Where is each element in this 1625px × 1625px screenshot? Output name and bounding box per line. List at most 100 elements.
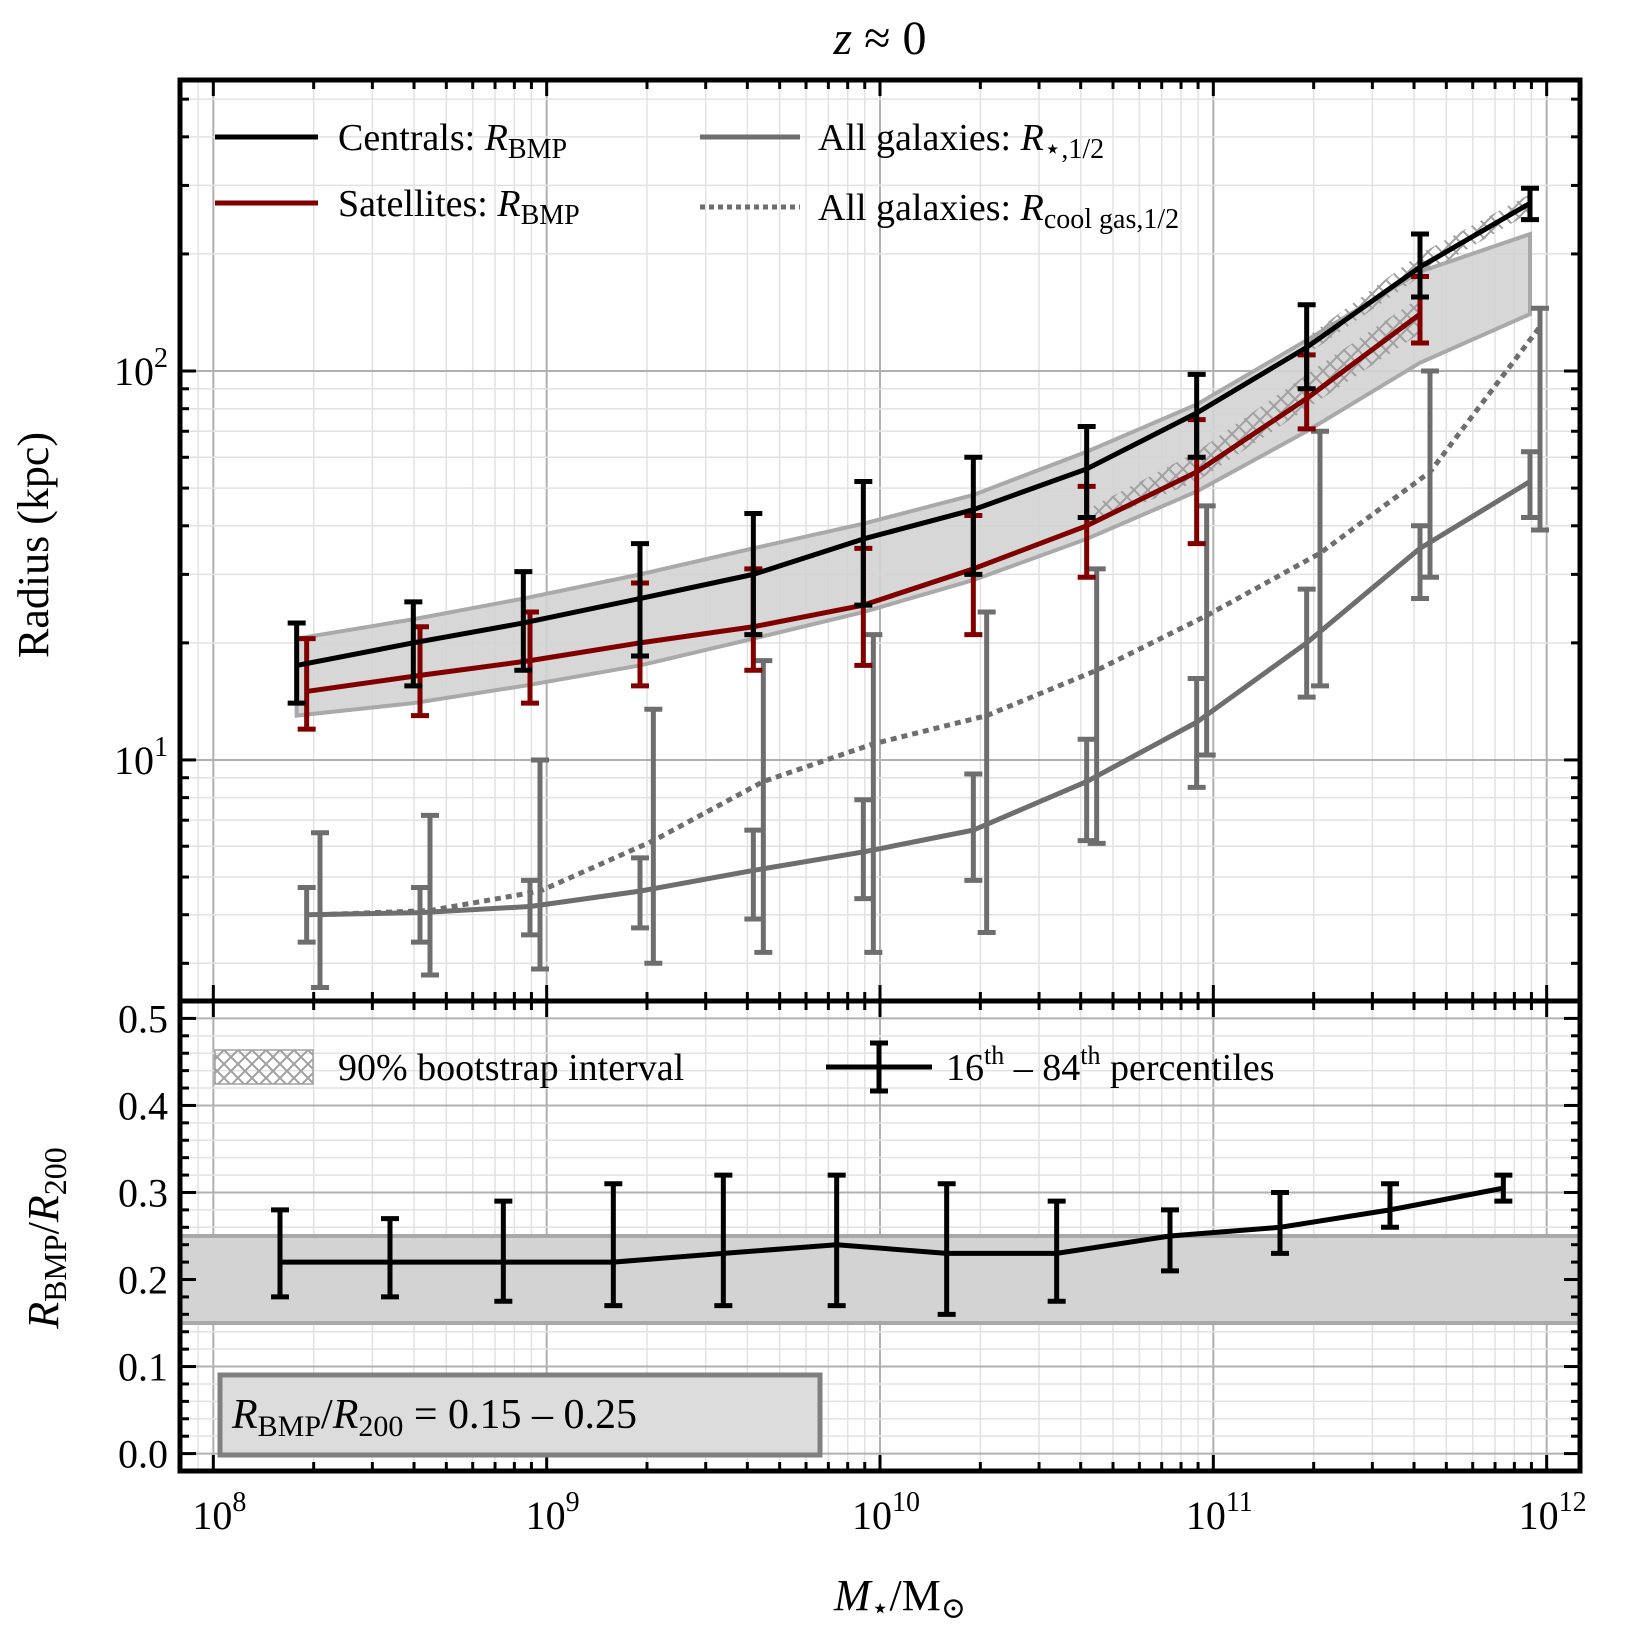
stellar-halfmass-point: [1418, 546, 1422, 550]
top-grid: [180, 80, 1580, 1001]
annotation-rest: = 0.15 – 0.25: [403, 1392, 637, 1438]
xtick-base: 10: [1186, 1493, 1226, 1538]
legend-satellites-label: Satellites: RBMP: [338, 183, 580, 231]
centrals-point: [971, 508, 975, 512]
centrals-point: [1418, 265, 1422, 269]
ytick-base: 10: [114, 349, 154, 394]
legend-percentiles-s2: th: [1080, 1041, 1100, 1070]
chart-title: z ≈ 0: [832, 12, 926, 65]
stellar-halfmass-point: [1528, 479, 1532, 483]
satellites-point: [1418, 312, 1422, 316]
xlabel-sub: ⋆: [871, 1592, 890, 1625]
ratio-point: [721, 1251, 725, 1255]
xlabel-slash: /M: [889, 1571, 940, 1620]
ratio-point: [1388, 1208, 1392, 1212]
bottom-ytick-label: 0.3: [118, 1170, 168, 1215]
xtick-exp: 9: [566, 1487, 580, 1518]
xtick-exp: 8: [232, 1487, 246, 1518]
legend-centrals-var: R: [484, 117, 508, 159]
xlabel-var: M: [833, 1571, 873, 1620]
satellites-point: [418, 673, 422, 677]
ratio-annotation-text: RBMP/R200 = 0.15 – 0.25: [231, 1392, 637, 1443]
stellar-halfmass-point: [305, 913, 309, 917]
ratio-annotation-box: [217, 1372, 823, 1458]
coolgas-halfmass-point: [1318, 551, 1322, 555]
xtick-label: 1011: [1186, 1487, 1253, 1538]
bottom-ytick-label: 0.4: [118, 1083, 168, 1128]
centrals-point: [1528, 201, 1532, 205]
legend-satellites-text: Satellites:: [338, 183, 497, 225]
ratio-annotation: RBMP/R200 = 0.15 – 0.25: [217, 1372, 823, 1458]
top-ytick-label: 102: [114, 343, 168, 394]
ylabel-sub1: BMP: [37, 1234, 73, 1302]
ytick-exp: 2: [154, 343, 168, 374]
stellar-halfmass-point: [971, 828, 975, 832]
ylabel-sub2: 200: [37, 1147, 73, 1195]
centrals-point: [521, 621, 525, 625]
bottom-ylabel: RBMP/R200: [19, 1147, 73, 1330]
title-rel: ≈ 0: [852, 12, 926, 65]
annotation-var1: R: [231, 1392, 258, 1438]
annotation-sub2: 200: [358, 1410, 403, 1443]
legend-coolgas-label: All galaxies: Rcool gas,1/2: [818, 187, 1179, 235]
xtick-label: 108: [192, 1487, 246, 1538]
bottom-frame: [177, 998, 1583, 1474]
xtick-label: 1010: [852, 1487, 920, 1538]
stellar-halfmass-line: [306, 479, 1532, 918]
xtick-exp: 10: [892, 1487, 920, 1518]
top-ytick-label: 101: [114, 732, 168, 783]
ratio-line: [280, 1185, 1504, 1265]
legend-percentiles-n1: 16: [946, 1047, 984, 1089]
centrals-point: [1195, 411, 1199, 415]
legend-centrals-sub: BMP: [508, 134, 567, 165]
centrals-point: [1085, 467, 1089, 471]
ratio-point: [388, 1260, 392, 1264]
ratio-point: [1501, 1186, 1505, 1190]
legend-stellar-label: All galaxies: R⋆,1/2: [818, 117, 1104, 165]
centrals-point: [638, 597, 642, 601]
satellites-point: [528, 659, 532, 663]
coolgas-halfmass-point: [1095, 668, 1099, 672]
xlabel: M⋆/M⊙: [833, 1571, 966, 1625]
xtick-exp: 11: [1226, 1487, 1253, 1518]
coolgas-halfmass-point: [761, 780, 765, 784]
legend-percentiles-s1: th: [984, 1041, 1004, 1070]
ylabel-var2: R: [19, 1195, 68, 1223]
coolgas-halfmass-point: [871, 742, 875, 746]
coolgas-halfmass-point: [538, 889, 542, 893]
top-legend: Centrals: RBMP Satellites: RBMP All gala…: [215, 117, 1179, 235]
ratio-point: [278, 1260, 282, 1264]
legend-coolgas-sub: cool gas,1/2: [1044, 204, 1179, 235]
satellites-bootstrap-hatch: [1086, 296, 1420, 526]
ratio-point: [945, 1251, 949, 1255]
satellites-point: [1195, 470, 1199, 474]
bottom-ytick-label: 0.2: [118, 1258, 168, 1303]
legend-bootstrap-label: 90% bootstrap interval: [338, 1047, 684, 1089]
satellites-point: [1085, 524, 1089, 528]
bottom-ytick-label: 0.5: [118, 996, 168, 1041]
legend-bootstrap-swatch: [214, 1049, 314, 1085]
coolgas-halfmass-point: [1538, 325, 1542, 329]
coolgas-halfmass-line: [319, 325, 1542, 918]
ratio-point: [1278, 1225, 1282, 1229]
ratio-point: [835, 1243, 839, 1247]
stellar-halfmass-point: [751, 868, 755, 872]
top-ylabel: Radius (kpc): [9, 432, 58, 658]
ratio-point: [501, 1260, 505, 1264]
legend-centrals-text: Centrals:: [338, 117, 485, 159]
bottom-legend: 90% bootstrap interval 16th – 84th perce…: [214, 1040, 1275, 1094]
ratio-point: [1055, 1251, 1059, 1255]
stellar-halfmass-point: [528, 904, 532, 908]
satellites-point: [305, 689, 309, 693]
bottom-series: [271, 1172, 1513, 1317]
legend-satellites-var: R: [496, 183, 520, 225]
stellar-halfmass-point: [1085, 780, 1089, 784]
ytick-base: 10: [114, 738, 154, 783]
xtick-label: 109: [526, 1487, 580, 1538]
title-var: z: [832, 12, 852, 65]
xtick-base: 10: [192, 1493, 232, 1538]
legend-coolgas-text: All galaxies:: [818, 187, 1021, 229]
legend-stellar-var: R: [1020, 117, 1044, 159]
